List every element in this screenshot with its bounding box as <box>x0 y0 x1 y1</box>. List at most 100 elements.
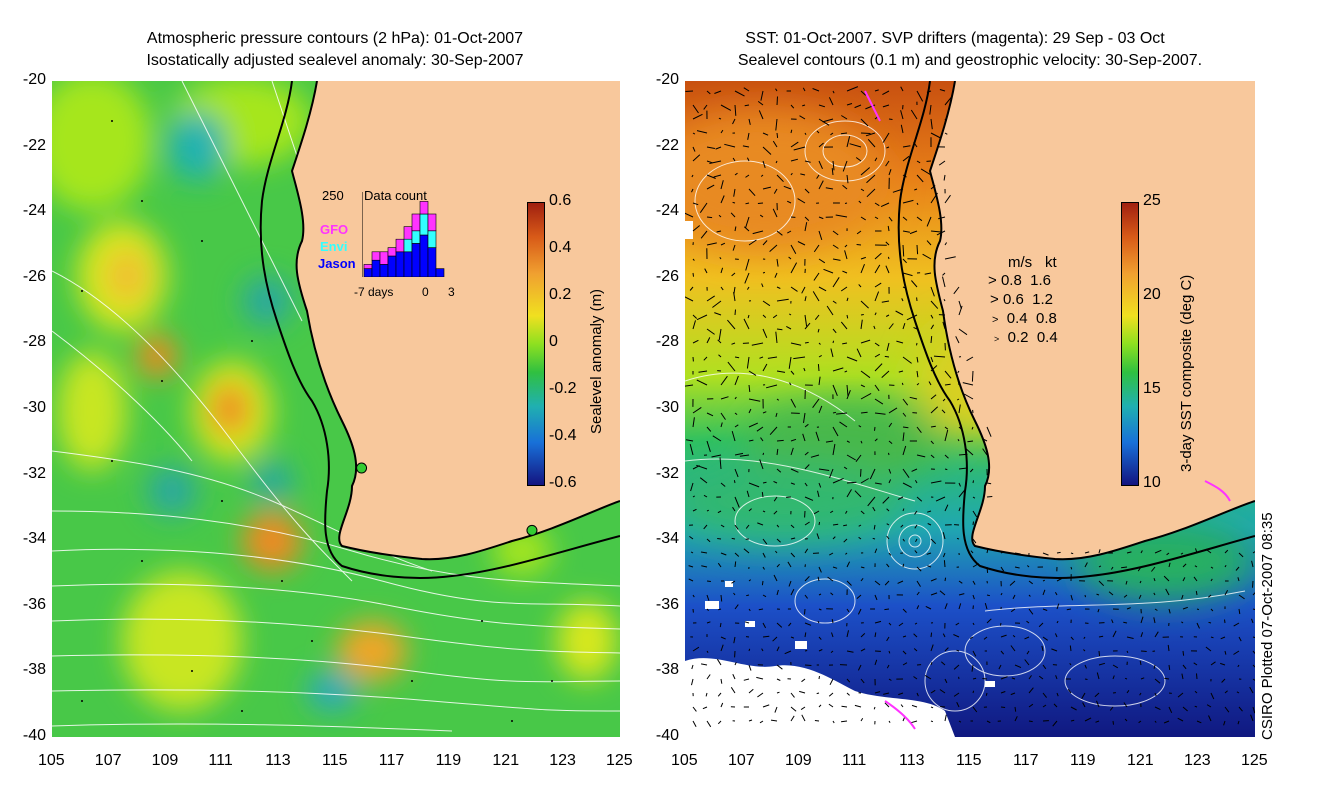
right-colorbar <box>1121 202 1139 486</box>
velocity-arrow <box>933 355 946 358</box>
velocity-arrow <box>776 230 783 236</box>
velocity-arrow <box>774 706 778 713</box>
velocity-arrow <box>1205 646 1212 652</box>
velocity-arrow <box>762 481 767 484</box>
x-axis-tick-label: 119 <box>1070 752 1096 769</box>
velocity-arrow <box>1098 662 1106 666</box>
velocity-arrow <box>1139 660 1142 666</box>
velocity-arrow <box>776 258 779 267</box>
velocity-arrow <box>860 440 863 444</box>
velocity-arrow <box>860 90 867 96</box>
velocity-arrow <box>1193 576 1198 582</box>
colorbar-tick-label: -0.6 <box>549 474 577 491</box>
velocity-arrow <box>1024 636 1030 640</box>
velocity-arrow <box>832 384 838 396</box>
velocity-arrow <box>703 524 708 530</box>
velocity-arrow <box>846 650 854 653</box>
velocity-arrow <box>746 157 750 162</box>
x-axis-tick-label: 117 <box>378 752 405 769</box>
x-axis-tick-label: 117 <box>1013 752 1039 769</box>
velocity-arrow <box>804 222 808 232</box>
velocity-arrow <box>856 594 862 599</box>
velocity-arrow <box>902 398 909 406</box>
velocity-arrow <box>916 174 924 183</box>
velocity-arrow <box>897 580 904 584</box>
velocity-arrow <box>1196 608 1200 611</box>
velocity-arrow <box>884 702 890 708</box>
inset-bar-segment <box>419 201 429 215</box>
velocity-arrow <box>731 342 736 345</box>
velocity-arrow <box>937 216 946 220</box>
inset-bar-segment <box>363 268 373 277</box>
velocity-arrow <box>1154 720 1157 723</box>
velocity-arrow <box>1109 706 1114 711</box>
velocity-arrow <box>860 314 864 316</box>
velocity-arrow <box>832 367 844 372</box>
velocity-arrow <box>706 426 712 432</box>
y-axis-tick-label: -36 <box>22 595 46 613</box>
velocity-arrow <box>843 524 848 527</box>
velocity-arrow <box>822 118 834 123</box>
velocity-arrow <box>880 202 890 208</box>
velocity-arrow <box>703 104 708 110</box>
velocity-arrow <box>874 594 878 601</box>
velocity-arrow <box>982 678 988 680</box>
velocity-arrow <box>1153 592 1156 596</box>
velocity-arrow <box>895 310 904 316</box>
velocity-arrow <box>790 552 796 558</box>
velocity-legend-row: > 0.6 1.2 <box>990 291 1053 308</box>
velocity-arrow <box>715 146 722 150</box>
velocity-arrow <box>916 160 921 164</box>
velocity-arrow <box>748 439 754 442</box>
velocity-arrow <box>944 678 948 684</box>
velocity-arrow <box>1138 594 1142 600</box>
velocity-arrow <box>804 423 809 428</box>
velocity-arrow <box>1252 678 1255 681</box>
velocity-arrow <box>832 328 837 334</box>
velocity-arrow <box>1233 622 1240 627</box>
velocity-arrow <box>874 412 886 415</box>
velocity-arrow <box>882 132 890 143</box>
velocity-arrow <box>1096 700 1100 708</box>
velocity-arrow <box>844 250 848 260</box>
velocity-arrow <box>804 451 809 456</box>
velocity-arrow <box>939 689 946 694</box>
velocity-arrow <box>744 272 750 284</box>
x-axis-tick-label: 109 <box>151 752 179 769</box>
velocity-arrow <box>776 328 783 331</box>
velocity-arrow <box>898 622 904 627</box>
velocity-arrow <box>913 676 918 680</box>
velocity-arrow <box>1195 548 1198 554</box>
velocity-arrow <box>914 550 918 554</box>
velocity-arrow <box>1121 566 1128 569</box>
velocity-arrow <box>874 264 881 274</box>
velocity-arrow <box>762 510 766 513</box>
velocity-arrow <box>743 678 750 681</box>
velocity-arrow <box>1138 720 1142 724</box>
velocity-arrow <box>744 104 750 107</box>
velocity-arrow <box>846 390 851 400</box>
velocity-arrow <box>1140 550 1143 554</box>
velocity-arrow <box>1010 608 1016 613</box>
velocity-arrow <box>944 714 947 722</box>
velocity-arrow <box>874 291 880 302</box>
velocity-arrow <box>762 271 766 274</box>
velocity-arrow <box>790 636 795 639</box>
velocity-arrow <box>1070 552 1074 555</box>
velocity-arrow <box>720 636 726 640</box>
velocity-arrow <box>692 495 695 498</box>
velocity-arrow <box>818 230 823 241</box>
velocity-arrow <box>720 594 723 602</box>
right-map-panel[interactable] <box>685 81 1255 737</box>
velocity-arrow <box>1112 675 1115 680</box>
coastline <box>290 81 620 561</box>
velocity-arrow <box>938 160 946 166</box>
velocity-arrow <box>860 319 863 330</box>
velocity-arrow <box>692 104 699 114</box>
velocity-arrow <box>986 720 991 724</box>
velocity-arrow <box>762 635 770 638</box>
velocity-arrow <box>817 620 820 624</box>
inset-bar-segment <box>371 251 381 261</box>
velocity-arrow <box>1238 594 1245 600</box>
velocity-arrow <box>720 482 726 487</box>
